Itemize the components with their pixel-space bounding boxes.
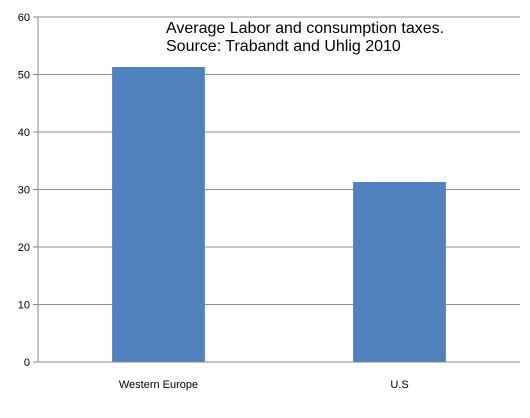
y-tick-label: 0 <box>24 357 30 369</box>
x-tick-label: U.S <box>390 379 408 391</box>
chart-title-line-2: Source: Trabandt and Uhlig 2010 <box>166 38 401 55</box>
y-tick-label: 40 <box>18 127 30 139</box>
axes <box>33 16 520 363</box>
x-tick-labels: Western Europe U.S <box>119 379 409 391</box>
y-tick-label: 60 <box>18 12 30 24</box>
y-tick-label: 30 <box>18 185 30 197</box>
bars-group <box>112 67 446 363</box>
y-tick-labels: 0 10 20 30 40 50 60 <box>18 12 30 369</box>
y-tick-label: 50 <box>18 70 30 82</box>
y-tick-label: 10 <box>18 300 30 312</box>
bar-u-s <box>353 182 446 362</box>
y-tick-label: 20 <box>18 242 30 254</box>
x-tick-label: Western Europe <box>119 379 198 391</box>
bar-western-europe <box>112 67 205 363</box>
gridlines <box>38 16 520 305</box>
chart-title-line-1: Average Labor and consumption taxes. <box>166 20 444 37</box>
